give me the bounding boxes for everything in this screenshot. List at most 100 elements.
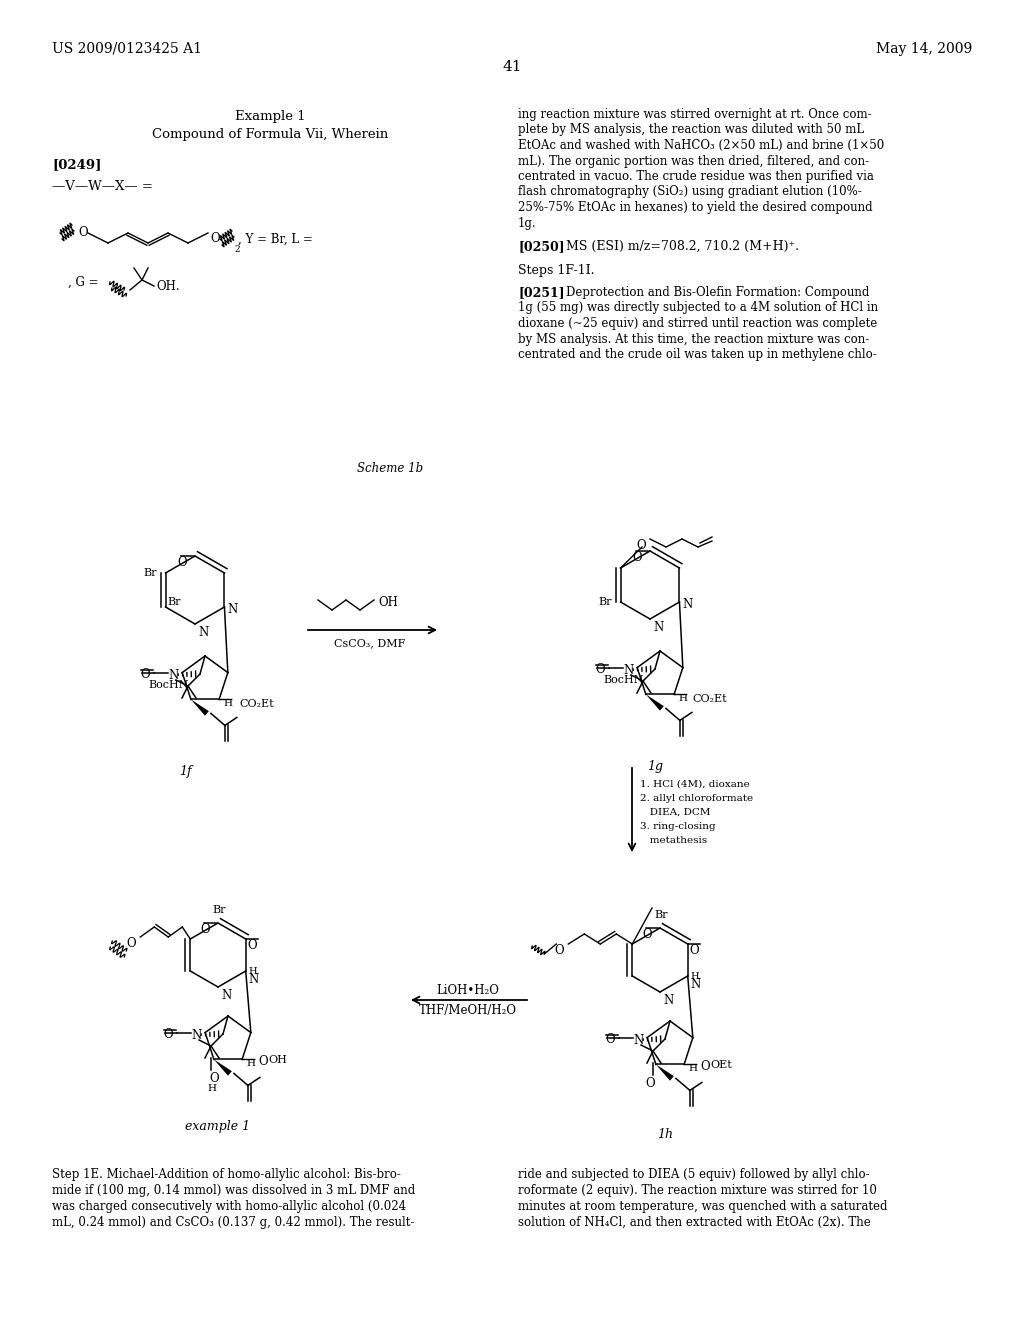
Text: Example 1: Example 1 (234, 110, 305, 123)
Text: O: O (700, 1060, 710, 1073)
Text: N: N (221, 989, 231, 1002)
Text: Deprotection and Bis-Olefin Formation: Compound: Deprotection and Bis-Olefin Formation: C… (566, 286, 869, 300)
Text: O: O (209, 1072, 219, 1085)
Text: mL). The organic portion was then dried, filtered, and con-: mL). The organic portion was then dried,… (518, 154, 869, 168)
Text: O: O (605, 1032, 614, 1045)
Text: O: O (642, 928, 651, 941)
Text: Step 1E. Michael-Addition of homo-allylic alcohol: Bis-bro-: Step 1E. Michael-Addition of homo-allyli… (52, 1168, 400, 1181)
Text: metathesis: metathesis (640, 836, 708, 845)
Text: 1h: 1h (657, 1129, 673, 1140)
Text: 25%-75% EtOAc in hexanes) to yield the desired compound: 25%-75% EtOAc in hexanes) to yield the d… (518, 201, 872, 214)
Text: 1g.: 1g. (518, 216, 537, 230)
Text: CO₂Et: CO₂Et (692, 694, 727, 705)
Text: H: H (207, 1084, 216, 1093)
Polygon shape (214, 1060, 231, 1076)
Text: O: O (632, 550, 642, 564)
Text: O: O (636, 539, 645, 552)
Text: , G =: , G = (68, 276, 98, 289)
Text: N: N (191, 1028, 202, 1041)
Text: LiOH•H₂O: LiOH•H₂O (436, 983, 500, 997)
Text: centrated in vacuo. The crude residue was then purified via: centrated in vacuo. The crude residue wa… (518, 170, 873, 183)
Text: CO₂Et: CO₂Et (240, 700, 273, 709)
Text: H: H (246, 1060, 255, 1068)
Text: O: O (210, 232, 219, 246)
Text: O: O (554, 944, 564, 957)
Text: EtOAc and washed with NaHCO₃ (2×50 mL) and brine (1×50: EtOAc and washed with NaHCO₃ (2×50 mL) a… (518, 139, 885, 152)
Text: OEt: OEt (710, 1060, 732, 1071)
Text: OH: OH (378, 597, 398, 609)
Text: N: N (168, 669, 178, 681)
Text: by MS analysis. At this time, the reaction mixture was con-: by MS analysis. At this time, the reacti… (518, 333, 869, 346)
Text: US 2009/0123425 A1: US 2009/0123425 A1 (52, 42, 202, 55)
Text: CsCO₃, DMF: CsCO₃, DMF (334, 638, 406, 648)
Text: , Y = Br, L =: , Y = Br, L = (238, 232, 312, 246)
Text: Scheme 1b: Scheme 1b (357, 462, 423, 475)
Text: N: N (682, 598, 692, 611)
Text: O: O (78, 227, 88, 239)
Text: Steps 1F-1I.: Steps 1F-1I. (518, 264, 595, 277)
Polygon shape (656, 1064, 674, 1081)
Text: OH.: OH. (156, 280, 179, 293)
Text: O: O (595, 663, 605, 676)
Text: [0250]: [0250] (518, 240, 564, 253)
Text: H: H (249, 968, 257, 975)
Polygon shape (190, 700, 209, 715)
Text: ride and subjected to DIEA (5 equiv) followed by allyl chlo-: ride and subjected to DIEA (5 equiv) fol… (518, 1168, 869, 1181)
Text: flash chromatography (SiO₂) using gradiant elution (10%-: flash chromatography (SiO₂) using gradia… (518, 186, 862, 198)
Text: Br: Br (654, 909, 668, 920)
Text: N: N (198, 626, 208, 639)
Text: —V—W—X— =: —V—W—X— = (52, 180, 153, 193)
Text: N: N (653, 620, 664, 634)
Text: 2: 2 (234, 246, 240, 253)
Text: Br: Br (212, 906, 225, 915)
Text: N: N (691, 978, 701, 991)
Text: THF/MeOH/H₂O: THF/MeOH/H₂O (419, 1005, 517, 1016)
Text: [0251]: [0251] (518, 286, 564, 300)
Text: 1g (55 mg) was directly subjected to a 4M solution of HCl in: 1g (55 mg) was directly subjected to a 4… (518, 301, 879, 314)
Text: N: N (624, 664, 634, 677)
Text: H: H (691, 972, 699, 981)
Text: mide if (100 mg, 0.14 mmol) was dissolved in 3 mL DMF and: mide if (100 mg, 0.14 mmol) was dissolve… (52, 1184, 416, 1197)
Text: H: H (688, 1064, 697, 1073)
Text: O: O (126, 937, 136, 950)
Text: O: O (177, 556, 186, 569)
Text: O: O (163, 1027, 173, 1040)
Text: MS (ESI) m/z=708.2, 710.2 (M+H)⁺.: MS (ESI) m/z=708.2, 710.2 (M+H)⁺. (566, 240, 799, 253)
Text: O: O (140, 668, 150, 681)
Text: plete by MS analysis, the reaction was diluted with 50 mL: plete by MS analysis, the reaction was d… (518, 124, 864, 136)
Text: Compound of Formula Vii, Wherein: Compound of Formula Vii, Wherein (152, 128, 388, 141)
Text: 2. allyl chloroformate: 2. allyl chloroformate (640, 795, 753, 803)
Text: centrated and the crude oil was taken up in methylene chlo-: centrated and the crude oil was taken up… (518, 348, 877, 360)
Text: OH: OH (268, 1056, 287, 1065)
Text: O: O (248, 939, 257, 952)
Text: O: O (690, 944, 699, 957)
Text: [0249]: [0249] (52, 158, 101, 172)
Text: was charged consecutively with homo-allylic alcohol (0.024: was charged consecutively with homo-ally… (52, 1200, 407, 1213)
Text: Br: Br (599, 597, 612, 607)
Text: mL, 0.24 mmol) and CsCO₃ (0.137 g, 0.42 mmol). The result-: mL, 0.24 mmol) and CsCO₃ (0.137 g, 0.42 … (52, 1216, 415, 1229)
Text: Br: Br (143, 568, 157, 578)
Text: 1f: 1f (178, 766, 191, 777)
Text: solution of NH₄Cl, and then extracted with EtOAc (2x). The: solution of NH₄Cl, and then extracted wi… (518, 1216, 870, 1229)
Text: DIEA, DCM: DIEA, DCM (640, 808, 711, 817)
Text: minutes at room temperature, was quenched with a saturated: minutes at room temperature, was quenche… (518, 1200, 888, 1213)
Text: roformate (2 equiv). The reaction mixture was stirred for 10: roformate (2 equiv). The reaction mixtur… (518, 1184, 877, 1197)
Text: N: N (663, 994, 673, 1007)
Text: example 1: example 1 (185, 1119, 251, 1133)
Text: H: H (223, 700, 232, 709)
Text: BocHN: BocHN (148, 680, 188, 690)
Text: Br: Br (168, 597, 181, 607)
Text: 41: 41 (502, 59, 522, 74)
Text: H: H (678, 694, 687, 704)
Text: 3. ring-closing: 3. ring-closing (640, 822, 716, 832)
Text: O: O (645, 1077, 654, 1090)
Text: O: O (258, 1056, 267, 1068)
Text: ing reaction mixture was stirred overnight at rt. Once com-: ing reaction mixture was stirred overnig… (518, 108, 871, 121)
Text: N: N (633, 1034, 643, 1047)
Text: dioxane (~25 equiv) and stirred until reaction was complete: dioxane (~25 equiv) and stirred until re… (518, 317, 878, 330)
Text: BocHN: BocHN (603, 675, 643, 685)
Text: N: N (227, 603, 238, 616)
Text: N: N (249, 973, 259, 986)
Text: 1. HCl (4M), dioxane: 1. HCl (4M), dioxane (640, 780, 750, 789)
Polygon shape (646, 694, 664, 710)
